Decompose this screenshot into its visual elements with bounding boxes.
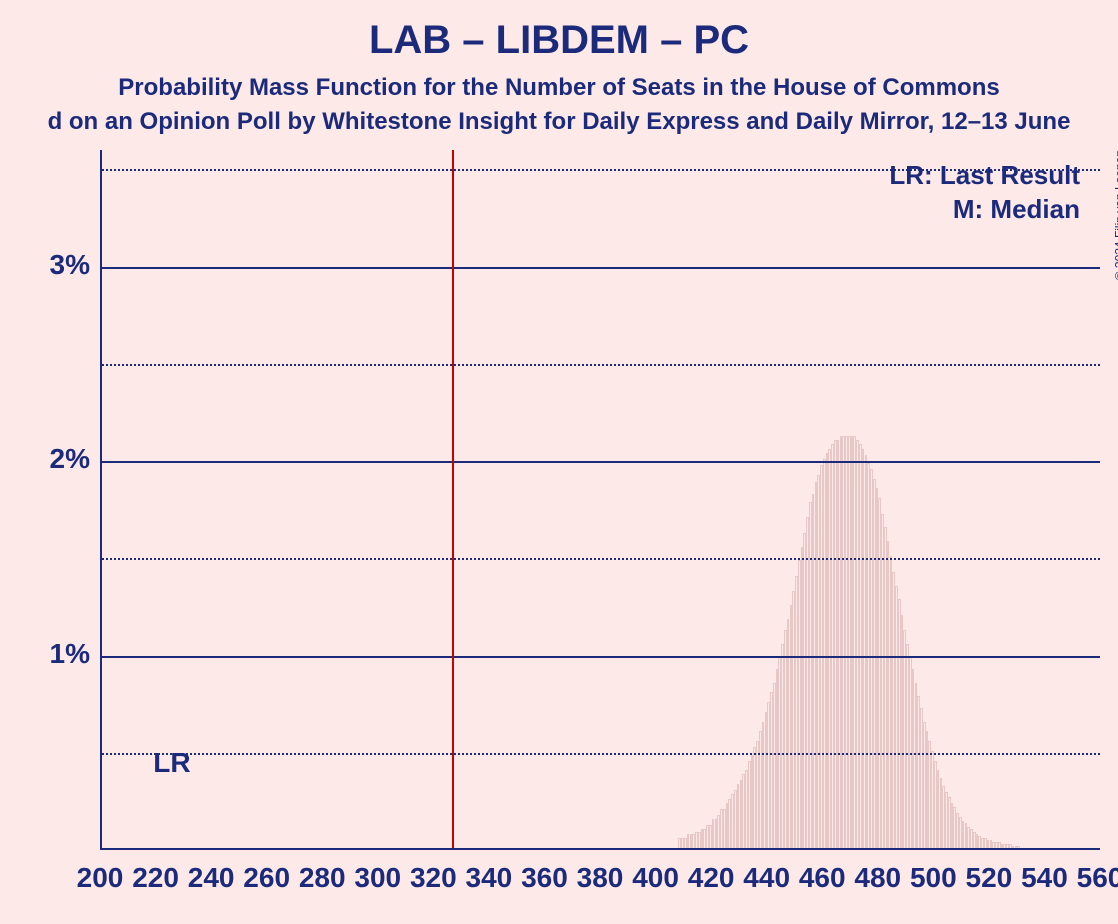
majority-line [452, 150, 454, 848]
xtick-label: 420 [681, 862, 741, 894]
chart-title: LAB – LIBDEM – PC [0, 18, 1118, 63]
xtick-label: 200 [70, 862, 130, 894]
legend-lr: LR: Last Result [889, 160, 1080, 191]
xtick-label: 540 [1014, 862, 1074, 894]
xtick-label: 460 [792, 862, 852, 894]
grid-minor [102, 364, 1100, 366]
xtick-label: 300 [348, 862, 408, 894]
xtick-label: 560 [1070, 862, 1118, 894]
xtick-label: 480 [848, 862, 908, 894]
xtick-label: 360 [514, 862, 574, 894]
ytick-label: 3% [20, 249, 90, 281]
xtick-label: 220 [126, 862, 186, 894]
xtick-label: 280 [292, 862, 352, 894]
xtick-label: 260 [237, 862, 297, 894]
chart-container: LAB – LIBDEM – PC Probability Mass Funct… [0, 0, 1118, 924]
xtick-label: 340 [459, 862, 519, 894]
plot-area: LR LR: Last ResultM: Median [100, 150, 1100, 850]
xtick-label: 400 [626, 862, 686, 894]
pmf-bar [1017, 846, 1020, 848]
xtick-label: 520 [959, 862, 1019, 894]
ytick-label: 1% [20, 638, 90, 670]
grid-major [102, 461, 1100, 463]
copyright-text: © 2024 Filip van Laenen [1112, 150, 1118, 280]
ytick-label: 2% [20, 443, 90, 475]
grid-minor [102, 753, 1100, 755]
lr-annotation: LR [153, 747, 190, 779]
grid-major [102, 267, 1100, 269]
grid-minor [102, 558, 1100, 560]
xtick-label: 500 [903, 862, 963, 894]
legend-median: M: Median [953, 194, 1080, 225]
xtick-label: 380 [570, 862, 630, 894]
grid-major [102, 656, 1100, 658]
xtick-label: 440 [737, 862, 797, 894]
xtick-label: 320 [403, 862, 463, 894]
chart-subtitle-2: d on an Opinion Poll by Whitestone Insig… [0, 108, 1118, 136]
xtick-label: 240 [181, 862, 241, 894]
chart-subtitle-1: Probability Mass Function for the Number… [0, 74, 1118, 102]
